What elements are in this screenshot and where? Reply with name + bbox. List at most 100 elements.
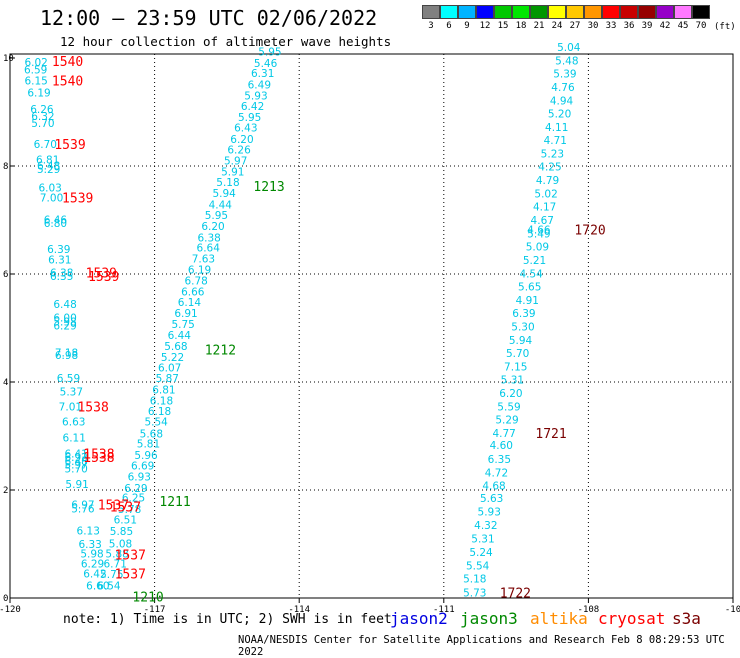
wave-height-value: 5.21 xyxy=(523,255,546,267)
pass-time-label: 1213 xyxy=(253,180,284,195)
wave-height-value: 4.66 xyxy=(527,225,551,237)
wave-height-value: 6.98 xyxy=(55,350,78,362)
wave-height-value: 5.54 xyxy=(144,416,168,428)
legend-labels: 3 6 9 12 15 18 21 24 27 30 33 36 39 42 45 70 xyxy=(422,21,710,31)
y-tick-label: 10 xyxy=(3,54,14,64)
y-tick-label: 2 xyxy=(3,486,8,496)
satellite-cryosat: cryosat xyxy=(598,609,666,628)
wave-height-value: 6.33 xyxy=(78,539,101,551)
wave-height-value: 6.91 xyxy=(174,308,197,320)
legend-label: 6 xyxy=(446,21,452,31)
footer-note: note: 1) Time is in UTC; 2) SWH is in fe… xyxy=(63,612,392,627)
legend-swatch xyxy=(422,5,440,19)
legend-label: 30 xyxy=(587,21,599,31)
legend-swatch xyxy=(638,5,656,19)
y-tick-label: 6 xyxy=(3,270,8,280)
legend-swatch xyxy=(584,5,602,19)
wave-height-value: 5.73 xyxy=(463,588,486,600)
wave-height-value: 6.35 xyxy=(488,454,511,466)
wave-height-value: 5.46 xyxy=(254,58,278,70)
wave-height-value: 5.78 xyxy=(118,504,141,516)
wave-height-value: 5.31 xyxy=(501,374,524,386)
wave-height-value: 5.48 xyxy=(555,56,578,68)
wave-height-value: 5.95 xyxy=(258,47,281,59)
wave-height-value: 6.80 xyxy=(44,218,67,230)
wave-height-value: 4.17 xyxy=(533,202,556,214)
y-tick-label: 4 xyxy=(3,378,8,388)
wave-height-value: 5.63 xyxy=(480,493,503,505)
legend-swatch xyxy=(494,5,512,19)
wave-height-value: 6.59 xyxy=(24,64,47,76)
wave-height-value: 4.54 xyxy=(519,268,543,280)
wave-height-value: 4.77 xyxy=(492,428,515,440)
wave-height-value: 6.42 xyxy=(241,101,264,113)
wave-height-value: 4.94 xyxy=(550,96,574,108)
legend-swatch xyxy=(692,5,710,19)
wave-height-value: 5.70 xyxy=(506,348,529,360)
wave-height-value: 6.29 xyxy=(81,558,104,570)
pass-time-label: 1537 xyxy=(110,501,141,516)
wave-height-value: 5.91 xyxy=(221,166,244,178)
x-tick-label: -114 xyxy=(288,605,310,615)
pass-time-label: 1539 xyxy=(62,191,93,206)
wave-height-value: 6.48 xyxy=(53,299,76,311)
wave-height-value: 5.68 xyxy=(140,428,163,440)
map-frame xyxy=(9,53,734,599)
pass-time-label: 1537 xyxy=(98,499,129,514)
pass-time-label: 1721 xyxy=(535,427,566,442)
wave-height-value: 6.19 xyxy=(188,265,211,277)
wave-height-value: 6.69 xyxy=(131,461,154,473)
wave-height-value: 6.38 xyxy=(50,267,73,279)
wave-height-value: 5.75 xyxy=(171,319,194,331)
wave-height-value: 5.23 xyxy=(541,149,564,161)
wave-height-value: 5.29 xyxy=(495,414,518,426)
pass-time-label: 1210 xyxy=(132,590,163,605)
satellite-s3a: s3a xyxy=(672,609,701,628)
wave-height-value: 5.68 xyxy=(164,341,187,353)
pass-time-label: 1211 xyxy=(159,495,190,510)
wave-height-value: 4.72 xyxy=(485,468,508,480)
legend-swatch xyxy=(548,5,566,19)
wave-height-value: 5.97 xyxy=(64,460,87,472)
wave-height-value: 5.76 xyxy=(71,503,95,515)
wave-height-value: 5.08 xyxy=(109,538,132,550)
wave-height-value: 5.85 xyxy=(110,526,133,538)
pass-time-label: 1539 xyxy=(54,138,85,153)
legend-label: 12 xyxy=(479,21,491,31)
wave-height-value: 6.07 xyxy=(158,362,181,374)
legend-swatch xyxy=(656,5,674,19)
legend-swatch xyxy=(602,5,620,19)
wave-height-value: 5.88 xyxy=(105,549,128,561)
wave-height-value: 6.93 xyxy=(128,472,151,484)
wave-height-value: 6.63 xyxy=(62,416,85,428)
legend-label: 45 xyxy=(677,21,689,31)
wave-height-value: 6.51 xyxy=(114,515,137,527)
wave-height-value: 5.18 xyxy=(216,177,239,189)
wave-height-value: 4.68 xyxy=(482,481,505,493)
legend-swatch xyxy=(566,5,584,19)
x-tick-label: -10 xyxy=(725,605,740,615)
wave-height-value: 6.46 xyxy=(44,214,68,226)
wave-height-value: 5.87 xyxy=(156,373,179,385)
wave-height-value: 5.24 xyxy=(469,547,493,559)
wave-height-value: 6.66 xyxy=(181,286,205,298)
pass-time-label: 1539 xyxy=(86,266,117,281)
wave-height-value: 6.03 xyxy=(38,183,61,195)
page-title: 12:00 — 23:59 UTC 02/06/2022 xyxy=(40,6,378,30)
wave-height-value: 5.20 xyxy=(548,109,571,121)
wave-height-value: 5.22 xyxy=(161,352,184,364)
pass-time-label: 1540 xyxy=(52,55,83,70)
wave-height-value: 6.54 xyxy=(97,581,121,593)
wave-height-value: 6.38 xyxy=(197,232,220,244)
wave-height-value: 6.26 xyxy=(227,144,251,156)
y-tick-label: 8 xyxy=(3,162,8,172)
wave-height-value: 6.59 xyxy=(57,373,80,385)
wave-height-value: 5.37 xyxy=(60,387,83,399)
wave-height-value: 6.13 xyxy=(77,526,100,538)
wave-height-value: 6.19 xyxy=(27,88,50,100)
pass-time-label: 1537 xyxy=(115,548,146,563)
wave-height-value: 5.98 xyxy=(53,317,76,329)
wave-height-value: 5.09 xyxy=(526,241,549,253)
wave-height-value: 6.78 xyxy=(184,275,207,287)
